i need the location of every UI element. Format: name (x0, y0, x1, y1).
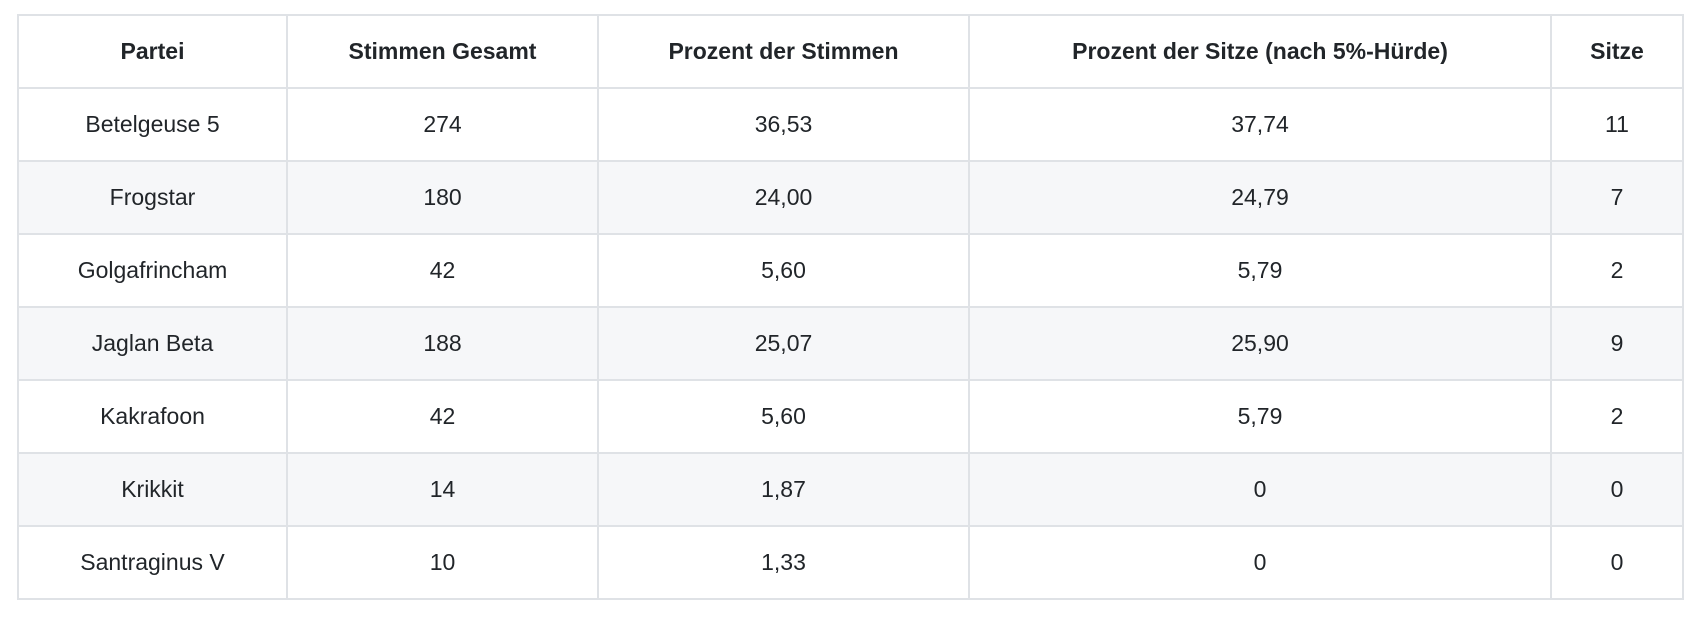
cell-partei: Kakrafoon (17, 379, 288, 454)
cell-stimmen-gesamt: 188 (286, 306, 599, 381)
table-body: Betelgeuse 5 274 36,53 37,74 11 Frogstar 180 24… (17, 87, 1684, 600)
header-row: Partei Stimmen Gesamt Prozent der Stimmen P… (17, 14, 1684, 89)
cell-sitze: 7 (1550, 160, 1684, 235)
cell-prozent-der-stimmen: 1,87 (597, 452, 970, 527)
cell-sitze: 2 (1550, 379, 1684, 454)
column-header-prozent-der-stimmen: Prozent der Stimmen (597, 14, 970, 89)
cell-prozent-der-sitze: 5,79 (968, 233, 1552, 308)
cell-stimmen-gesamt: 274 (286, 87, 599, 162)
table-row: Jaglan Beta 188 25,07 25,90 9 (17, 306, 1684, 381)
cell-stimmen-gesamt: 180 (286, 160, 599, 235)
column-header-prozent-der-sitze: Prozent der Sitze (nach 5%-Hürde) (968, 14, 1552, 89)
cell-prozent-der-sitze: 0 (968, 452, 1552, 527)
cell-partei: Jaglan Beta (17, 306, 288, 381)
cell-partei: Betelgeuse 5 (17, 87, 288, 162)
cell-stimmen-gesamt: 42 (286, 233, 599, 308)
cell-prozent-der-stimmen: 36,53 (597, 87, 970, 162)
cell-prozent-der-sitze: 37,74 (968, 87, 1552, 162)
table-row: Golgafrincham 42 5,60 5,79 2 (17, 233, 1684, 308)
cell-sitze: 11 (1550, 87, 1684, 162)
cell-partei: Golgafrincham (17, 233, 288, 308)
table-row: Kakrafoon 42 5,60 5,79 2 (17, 379, 1684, 454)
cell-partei: Krikkit (17, 452, 288, 527)
table-row: Frogstar 180 24,00 24,79 7 (17, 160, 1684, 235)
cell-partei: Santraginus V (17, 525, 288, 600)
cell-sitze: 9 (1550, 306, 1684, 381)
cell-sitze: 0 (1550, 525, 1684, 600)
cell-sitze: 0 (1550, 452, 1684, 527)
column-header-sitze: Sitze (1550, 14, 1684, 89)
cell-sitze: 2 (1550, 233, 1684, 308)
cell-stimmen-gesamt: 10 (286, 525, 599, 600)
table-row: Betelgeuse 5 274 36,53 37,74 11 (17, 87, 1684, 162)
cell-prozent-der-sitze: 0 (968, 525, 1552, 600)
table-head: Partei Stimmen Gesamt Prozent der Stimmen P… (17, 14, 1684, 89)
cell-prozent-der-stimmen: 5,60 (597, 379, 970, 454)
table-row: Santraginus V 10 1,33 0 0 (17, 525, 1684, 600)
election-results-table: Partei Stimmen Gesamt Prozent der Stimmen P… (17, 14, 1684, 600)
cell-prozent-der-sitze: 25,90 (968, 306, 1552, 381)
cell-stimmen-gesamt: 14 (286, 452, 599, 527)
cell-prozent-der-sitze: 5,79 (968, 379, 1552, 454)
column-header-partei: Partei (17, 14, 288, 89)
cell-prozent-der-stimmen: 25,07 (597, 306, 970, 381)
table-row: Krikkit 14 1,87 0 0 (17, 452, 1684, 527)
cell-partei: Frogstar (17, 160, 288, 235)
column-header-stimmen-gesamt: Stimmen Gesamt (286, 14, 599, 89)
cell-prozent-der-sitze: 24,79 (968, 160, 1552, 235)
cell-stimmen-gesamt: 42 (286, 379, 599, 454)
cell-prozent-der-stimmen: 5,60 (597, 233, 970, 308)
cell-prozent-der-stimmen: 1,33 (597, 525, 970, 600)
cell-prozent-der-stimmen: 24,00 (597, 160, 970, 235)
